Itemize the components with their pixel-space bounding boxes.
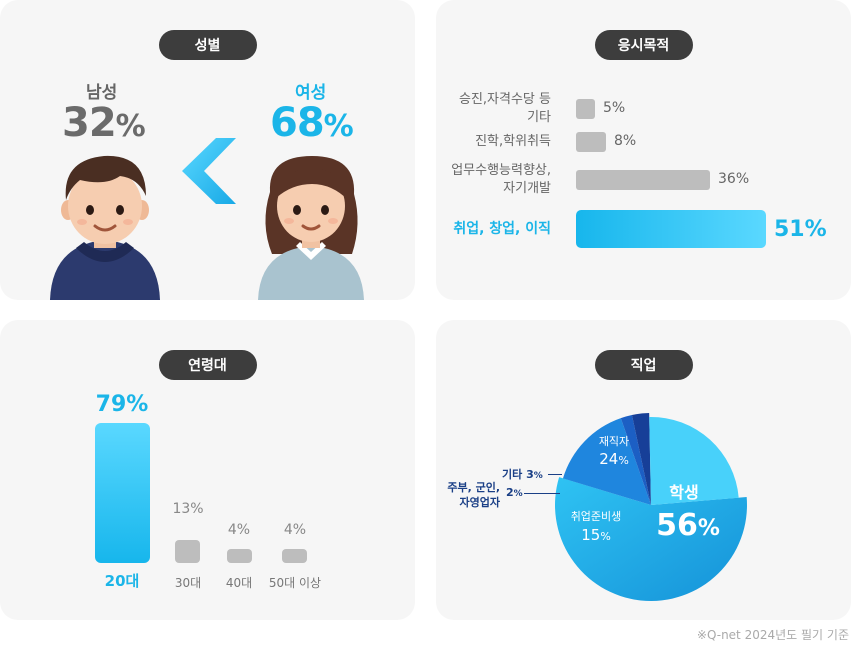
job-etc-unit: % [533, 471, 543, 481]
male-label: 남성 [86, 83, 118, 103]
female-avatar [258, 156, 364, 300]
footnote: ※Q-net 2024년도 필기 기준 [696, 628, 849, 642]
purpose-value-1: 8% [614, 133, 637, 149]
purpose-label-0: 승진,자격수당 등 기타 [459, 91, 551, 127]
job-house-line1: 주부, 군인, [447, 481, 500, 494]
purpose-value-3: 51% [774, 217, 827, 242]
job-card: 직업 재직자 24% 학생 56% 취업준비생 15% 기타 3% 주부, 군인… [436, 320, 851, 620]
male-percent-value: 32 [62, 100, 117, 146]
age-label-1: 30대 [174, 576, 202, 590]
job-student-label: 학생 [669, 483, 698, 502]
age-label-3: 50대 이상 [268, 576, 322, 590]
purpose-label-2-line1: 업무수행능력향상, [451, 163, 551, 178]
job-slice-etc [631, 413, 651, 505]
job-pie-chart: 재직자 24% 학생 56% 취업준비생 15% [554, 413, 747, 601]
female-percent: 68% [270, 100, 354, 146]
purpose-label-3: 취업, 창업, 이직 [453, 220, 551, 238]
purpose-card: 응시목적 승진,자격수당 등 기타 5% 진학,학위취득 8% 업무수행능력향상… [436, 0, 851, 300]
job-employed-value: 24% [599, 450, 629, 468]
female-label: 여성 [295, 83, 327, 103]
job-prep-value: 15% [581, 526, 611, 544]
age-bar-0 [95, 423, 150, 563]
job-title: 직업 [594, 350, 693, 380]
gender-title: 성별 [158, 30, 257, 60]
age-bar-2 [227, 549, 252, 563]
gender-card: 성별 남성 32% 여성 68% [0, 0, 415, 300]
job-slice-prep [562, 418, 651, 505]
purpose-title: 응시목적 [594, 30, 693, 60]
male-percent: 32% [62, 100, 146, 146]
purpose-bar-0 [576, 99, 595, 119]
age-title: 연령대 [158, 350, 257, 380]
purpose-bar-1 [576, 132, 606, 152]
age-bar-3 [282, 549, 307, 563]
job-house-leader-line [524, 493, 560, 494]
job-slice-employed [649, 417, 739, 505]
job-slice-student [554, 477, 747, 601]
job-student-value: 56% [656, 508, 720, 543]
age-label-0: 20대 [104, 572, 140, 590]
purpose-value-0: 5% [603, 100, 626, 116]
purpose-label-2: 업무수행능력향상, 자기개발 [451, 162, 551, 198]
job-etc-leader-line [548, 474, 562, 475]
purpose-label-1-line1: 진학,학위취득 [475, 134, 551, 149]
purpose-value-2: 36% [718, 171, 750, 187]
less-than-chevron-icon [182, 138, 236, 204]
job-house-line2: 자영업자 [459, 496, 500, 509]
age-label-2: 40대 [225, 576, 253, 590]
job-slice-house [620, 414, 651, 505]
job-prep-label: 취업준비생 [571, 510, 622, 523]
female-percent-unit: % [323, 109, 354, 144]
job-etc-text: 기타 3 [502, 468, 534, 481]
job-house-label: 주부, 군인, 자영업자 [446, 480, 500, 510]
job-etc-label: 기타 3% [502, 466, 543, 482]
purpose-label-0-line2: 기타 [527, 110, 551, 125]
purpose-bar-2 [576, 170, 710, 190]
job-house-value-unit: % [513, 489, 523, 499]
job-house-value: 2% [506, 486, 523, 499]
age-bar-1 [175, 540, 200, 563]
age-value-3: 4% [283, 522, 307, 538]
purpose-label-1: 진학,학위취득 [475, 133, 551, 151]
purpose-label-0-line1: 승진,자격수당 등 [459, 92, 551, 107]
job-house-value-number: 2 [506, 486, 514, 499]
purpose-bar-3 [576, 210, 766, 248]
age-value-0: 79% [95, 392, 149, 417]
age-value-1: 13% [172, 501, 204, 517]
male-avatar [50, 155, 160, 300]
male-percent-unit: % [115, 109, 146, 144]
age-value-2: 4% [227, 522, 251, 538]
age-card: 연령대 79% 20대 13% 30대 4% 40대 4% 50대 이상 [0, 320, 415, 620]
female-percent-value: 68 [270, 100, 325, 146]
purpose-label-3-line1: 취업, 창업, 이직 [453, 221, 551, 237]
purpose-label-2-line2: 자기개발 [503, 181, 551, 196]
job-employed-label: 재직자 [599, 435, 629, 448]
